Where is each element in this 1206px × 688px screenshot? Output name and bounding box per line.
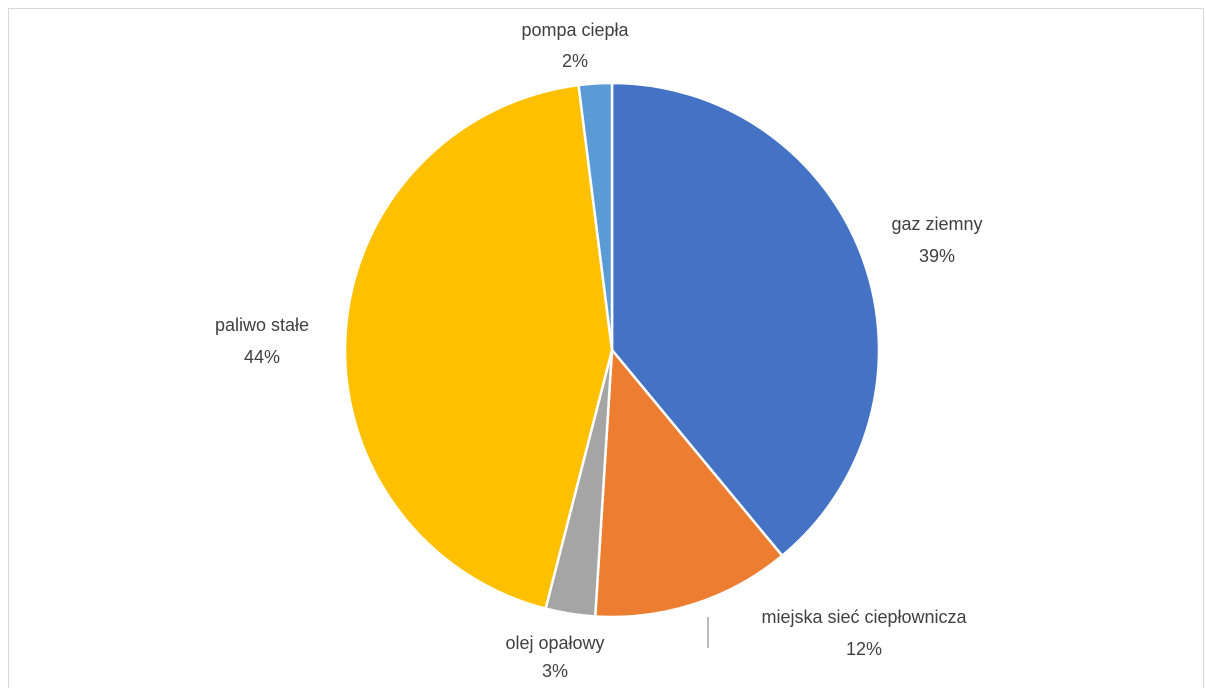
slice-percent-label: 12%	[846, 639, 882, 659]
slice-label-gaz-ziemny: gaz ziemny 39%	[891, 214, 982, 266]
slice-label-paliwo-stale: paliwo stałe 44%	[215, 315, 309, 367]
slice-label-olej-opalowy: olej opałowy 3%	[505, 633, 604, 681]
slice-label-pompa-ciepla: pompa ciepła 2%	[521, 20, 629, 71]
slice-category-label: paliwo stałe	[215, 315, 309, 335]
slice-category-label: pompa ciepła	[521, 20, 629, 40]
slice-category-label: olej opałowy	[505, 633, 604, 653]
slice-percent-label: 39%	[919, 246, 955, 266]
slice-label-miejska-siec-cieplownicza: miejska sieć ciepłownicza 12%	[761, 607, 967, 659]
pie-slice-3	[343, 83, 614, 610]
pie-slices	[343, 81, 881, 619]
chart-area	[8, 8, 1204, 688]
pie-slice-4	[577, 81, 614, 352]
slice-percent-label: 2%	[562, 51, 588, 71]
pie-slice-0	[610, 81, 881, 557]
slice-category-label: miejska sieć ciepłownicza	[761, 607, 967, 627]
slice-percent-label: 3%	[542, 661, 568, 681]
pie-slice-1	[593, 348, 784, 619]
slice-category-label: gaz ziemny	[891, 214, 982, 234]
slice-percent-label: 44%	[244, 347, 280, 367]
